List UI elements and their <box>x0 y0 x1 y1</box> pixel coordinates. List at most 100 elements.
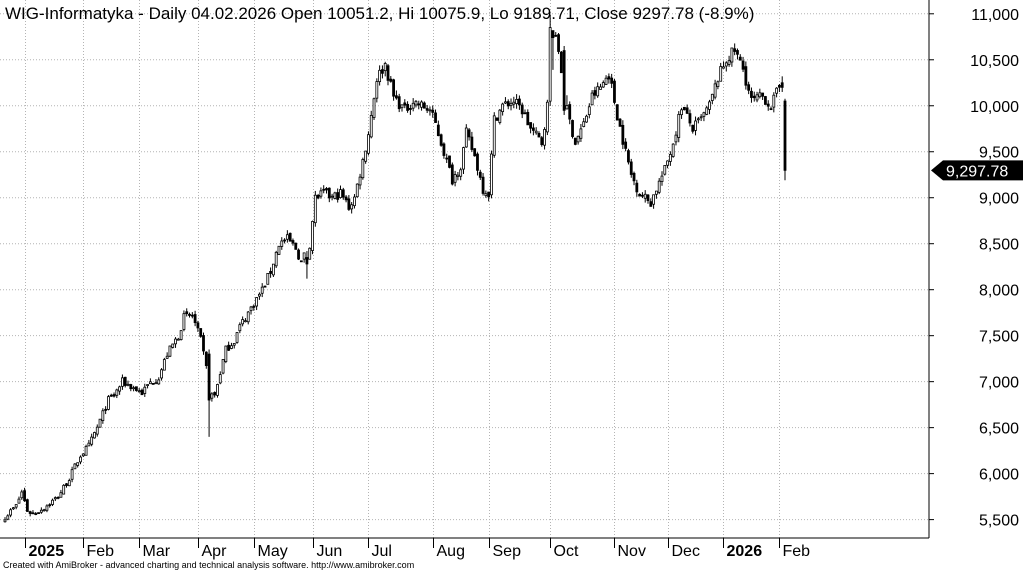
candle-body <box>244 320 247 323</box>
candle-body <box>90 436 94 445</box>
candle-body <box>48 504 52 507</box>
candle-body <box>643 193 647 199</box>
candle-body <box>202 335 205 352</box>
candle-body <box>775 87 779 94</box>
candle-body <box>571 120 574 137</box>
candle-body <box>84 445 88 456</box>
candle-body <box>230 345 233 349</box>
candle-body <box>445 157 449 160</box>
candle-body <box>199 328 203 337</box>
candle-body <box>350 204 354 210</box>
candle-body <box>20 491 24 499</box>
candle-body <box>682 106 686 111</box>
candle-body <box>299 260 303 263</box>
chart-title: WIG-Informatyka - Daily 04.02.2026 Open … <box>5 4 754 23</box>
y-axis: 5,500 6,000 6,500 7,000 7,500 8,000 8,500 9,000… <box>929 7 1019 530</box>
candle-body <box>495 117 499 121</box>
candle-body <box>70 469 74 480</box>
y-tick-label: 6,000 <box>979 467 1019 484</box>
candle-body <box>34 513 38 515</box>
candle-body <box>392 79 396 97</box>
y-tick-label: 7,000 <box>979 375 1019 392</box>
candle-body <box>453 174 457 183</box>
candle-body <box>587 106 591 115</box>
candle-body <box>476 153 479 171</box>
candle-body <box>615 104 619 121</box>
candle-body <box>311 221 314 251</box>
candle-body <box>671 143 675 157</box>
candle-body <box>258 293 261 297</box>
x-tick-label: Jun <box>317 543 343 560</box>
candle-body <box>263 285 267 288</box>
candle-body <box>694 120 697 131</box>
candle-body <box>56 496 60 499</box>
candle-body <box>649 201 653 207</box>
candle-body <box>277 245 281 255</box>
candle-body <box>764 96 767 105</box>
candle-body <box>431 109 435 113</box>
candle-body <box>76 462 80 466</box>
candle-body <box>283 239 286 242</box>
candle-body <box>157 379 161 385</box>
candle-body <box>741 60 745 70</box>
x-tick-label: Aug <box>437 543 465 560</box>
candle-body <box>638 193 642 197</box>
candle-body <box>182 313 186 330</box>
candle-body <box>604 77 608 85</box>
candle-body <box>657 180 661 193</box>
candle-body <box>266 273 270 285</box>
candle-body <box>207 353 211 401</box>
candle-body <box>355 183 359 198</box>
y-tick-label: 10,000 <box>970 99 1019 116</box>
candle-body <box>568 104 572 120</box>
y-tick-label: 10,500 <box>970 53 1019 70</box>
x-tick-label: Nov <box>618 543 646 560</box>
candle-body <box>305 257 309 265</box>
candle-body <box>696 118 700 121</box>
candle-body <box>361 159 365 179</box>
candle-body <box>87 442 91 447</box>
candle-body <box>196 322 200 329</box>
candle-body <box>118 386 122 392</box>
last-price-tag <box>931 160 1023 181</box>
candle-body <box>487 191 491 198</box>
candle-body <box>627 150 630 163</box>
y-tick-label: 8,500 <box>979 237 1019 254</box>
candle-body <box>31 512 35 515</box>
y-tick-label: 11,000 <box>971 7 1019 24</box>
candle-body <box>448 155 451 168</box>
candle-body <box>246 311 250 323</box>
candle-body <box>420 101 423 108</box>
candle-body <box>249 306 253 312</box>
candle-body <box>252 305 256 308</box>
candle-body <box>772 94 776 108</box>
candle-body <box>93 432 96 439</box>
candle-body <box>17 498 21 504</box>
candle-body <box>372 98 376 118</box>
candle-body <box>107 396 110 410</box>
candle-body <box>599 86 602 90</box>
candle-body <box>210 393 214 399</box>
candle-body <box>176 338 180 341</box>
candle-body <box>730 47 734 63</box>
candle-body <box>632 172 636 182</box>
candle-body <box>168 345 172 357</box>
candle-body <box>738 56 742 61</box>
candle-body <box>557 34 560 52</box>
candle-body <box>543 129 546 146</box>
candle-body <box>115 389 119 396</box>
candle-body <box>336 192 340 200</box>
candle-body <box>705 107 709 115</box>
candle-body <box>674 134 678 143</box>
candle-body <box>504 101 507 104</box>
candle-body <box>394 95 398 99</box>
candle-body <box>534 130 538 134</box>
candle-body <box>327 187 331 199</box>
candle-body <box>769 108 773 111</box>
candle-body <box>520 104 524 115</box>
candle-body <box>439 134 443 146</box>
candle-body <box>713 83 717 98</box>
candle-body <box>710 93 714 101</box>
candle-body <box>221 359 225 374</box>
candle-body <box>576 135 580 143</box>
